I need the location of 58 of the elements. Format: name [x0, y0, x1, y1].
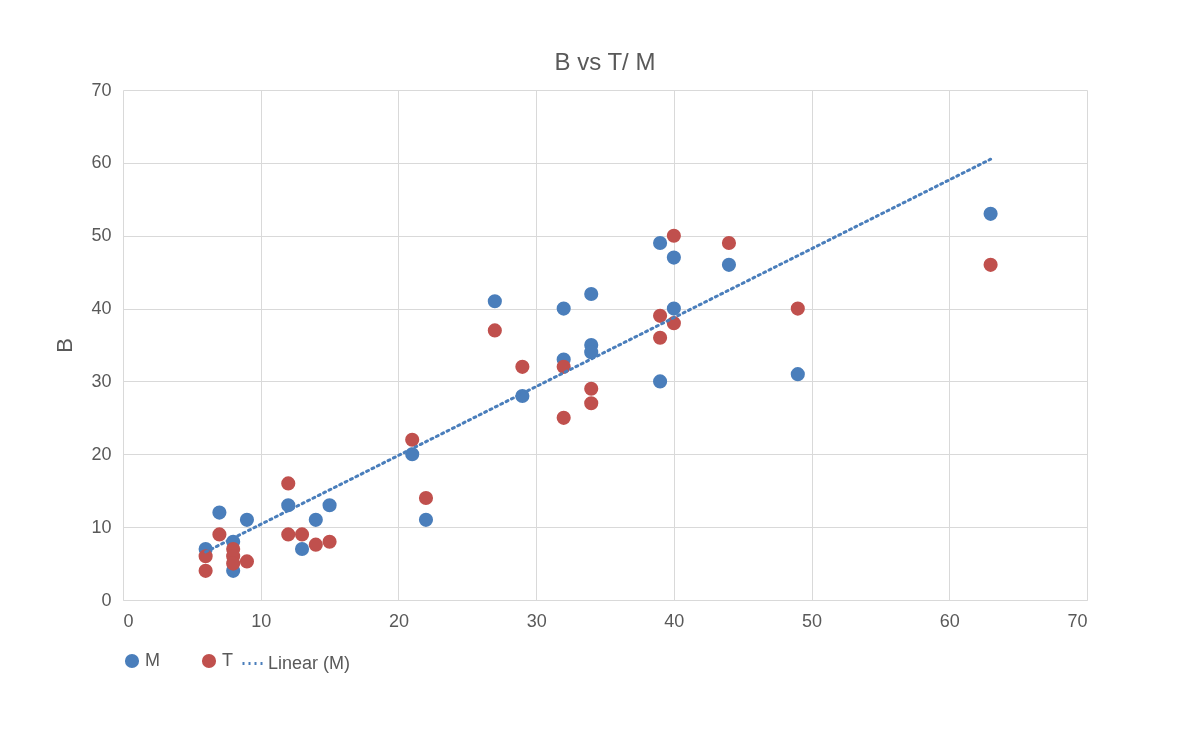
- point: [666, 250, 681, 265]
- point: [584, 396, 599, 411]
- point: [294, 541, 310, 557]
- y-axis-title: B: [52, 338, 78, 353]
- y-tick-label: 10: [91, 516, 112, 537]
- point: [308, 537, 323, 552]
- y-tick-label: 70: [91, 79, 112, 100]
- y-tick-label: 30: [91, 370, 112, 391]
- point: [418, 490, 434, 506]
- point: [322, 534, 337, 549]
- point: [212, 505, 227, 520]
- point: [653, 235, 668, 251]
- point: [281, 527, 296, 542]
- x-tick-label: 30: [526, 610, 547, 631]
- point: [653, 374, 668, 389]
- chart-title: B vs T/ M: [554, 48, 656, 75]
- legend-label: T: [222, 650, 233, 670]
- point: [790, 301, 805, 316]
- y-tick-label: 60: [91, 152, 112, 173]
- point: [983, 257, 998, 272]
- point: [584, 381, 599, 396]
- x-tick-label: 10: [251, 610, 272, 631]
- y-tick-label: 20: [91, 443, 112, 464]
- point: [212, 527, 227, 542]
- point: [653, 308, 668, 323]
- point: [239, 554, 255, 569]
- point: [308, 512, 323, 527]
- point: [515, 359, 530, 374]
- y-tick-label: 0: [101, 589, 112, 610]
- point: [322, 498, 337, 513]
- x-tick-label: 40: [664, 610, 685, 631]
- x-tick-label: 70: [1067, 610, 1088, 631]
- x-tick-label: 0: [123, 610, 134, 631]
- point: [198, 563, 213, 578]
- legend-label: M: [145, 650, 160, 670]
- point: [790, 367, 805, 382]
- point: [653, 330, 668, 345]
- point: [666, 228, 681, 243]
- y-tick-label: 50: [91, 225, 112, 246]
- point: [556, 410, 571, 425]
- point: [487, 294, 502, 309]
- point: [721, 257, 737, 272]
- point: [721, 235, 737, 251]
- x-tick-label: 50: [802, 610, 823, 631]
- point: [983, 206, 998, 221]
- x-tick-label: 60: [939, 610, 960, 631]
- point: [556, 301, 571, 316]
- point: [281, 476, 296, 491]
- point: [294, 527, 310, 542]
- x-tick-label: 20: [388, 610, 409, 631]
- point: [584, 286, 599, 302]
- point: [405, 432, 420, 447]
- y-tick-label: 40: [91, 298, 112, 319]
- point: [487, 323, 502, 338]
- point: [418, 512, 434, 527]
- legend-label: Linear (M): [268, 652, 351, 673]
- point: [666, 301, 681, 316]
- point: [239, 512, 255, 527]
